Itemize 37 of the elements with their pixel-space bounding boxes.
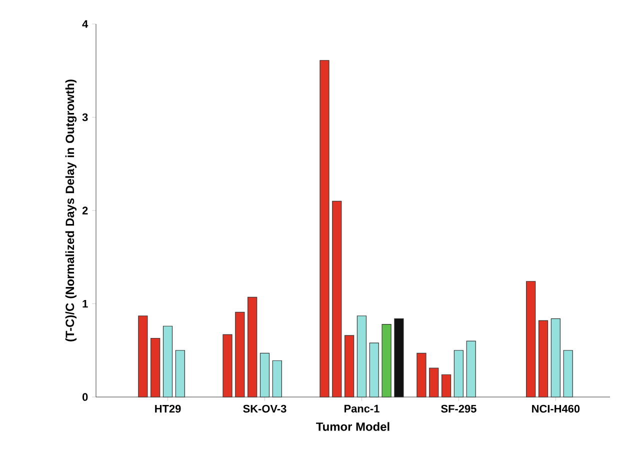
- bar: [369, 342, 379, 398]
- bar: [175, 350, 185, 398]
- bar: [272, 360, 282, 398]
- bar: [260, 352, 270, 398]
- bar: [235, 312, 245, 398]
- bar: [454, 350, 464, 398]
- bar: [382, 324, 392, 398]
- x-tick-label: Panc-1: [344, 404, 380, 412]
- bar: [356, 316, 367, 398]
- bar: [466, 340, 476, 398]
- bar: [332, 200, 342, 398]
- x-tick-label: NCI-H460: [532, 404, 580, 413]
- bar: [526, 281, 536, 398]
- bar: [162, 326, 173, 398]
- y-tick-label: 0: [82, 393, 88, 401]
- y-tick-label: 4: [82, 20, 88, 28]
- bar: [150, 338, 160, 398]
- y-axis-title: (T-C)/C (Normalized Days Delay in Outgrowth): [65, 80, 77, 342]
- bar: [394, 318, 404, 398]
- x-axis-title: Tumor Model: [316, 422, 390, 431]
- x-tick-label: SK-OV-3: [243, 404, 286, 413]
- bar: [550, 318, 560, 398]
- bar: [563, 350, 573, 398]
- bar: [416, 352, 426, 398]
- bar: [538, 320, 548, 398]
- bar: [344, 335, 354, 398]
- y-tick-label: 1: [82, 300, 88, 308]
- bar: [138, 316, 148, 398]
- bar: [248, 296, 258, 398]
- bar: [429, 368, 439, 398]
- x-tick-label: SF-295: [441, 404, 476, 413]
- x-tick-label: HT29: [155, 404, 181, 413]
- y-tick-label: 2: [82, 206, 88, 214]
- bar: [441, 374, 452, 398]
- bar: [320, 60, 330, 398]
- y-tick-label: 3: [82, 113, 88, 122]
- bar: [222, 334, 232, 398]
